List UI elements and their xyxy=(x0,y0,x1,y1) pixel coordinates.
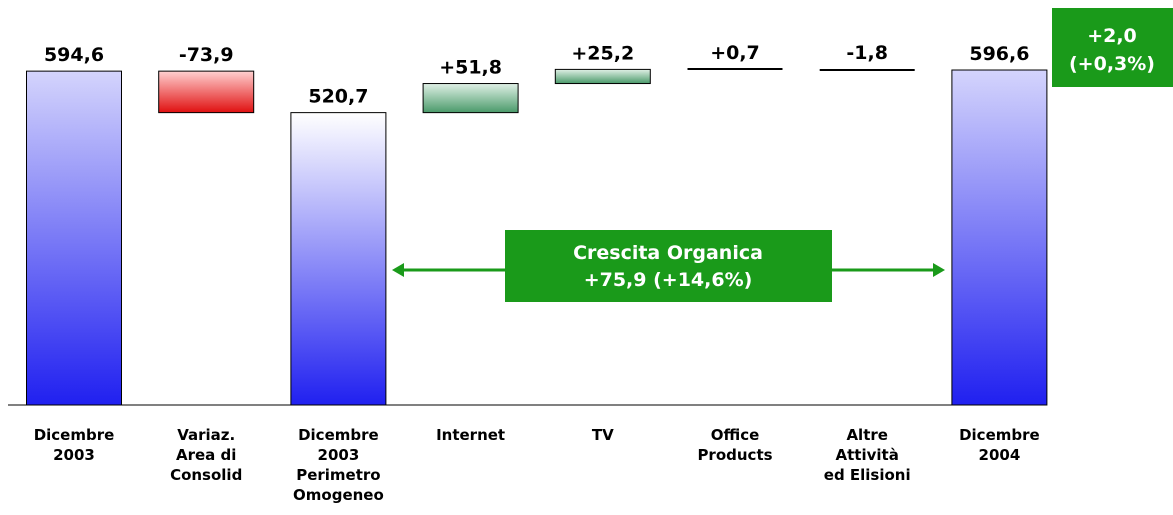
annotation-text: +75,9 (+14,6%) xyxy=(584,269,753,291)
category-line: Dicembre xyxy=(959,426,1040,444)
bar xyxy=(554,68,651,85)
bar xyxy=(422,83,519,114)
category-line: Perimetro xyxy=(296,466,380,484)
category-line: Variaz. xyxy=(177,426,235,444)
category-line: ed Elisioni xyxy=(824,466,911,484)
value-label: -1,8 xyxy=(846,42,888,64)
annotation-text: +2,0 xyxy=(1087,25,1137,47)
bar xyxy=(290,112,387,406)
category-label: Altre Attività ed Elisioni xyxy=(824,426,911,484)
category-label: Variaz. Area di Consolid xyxy=(170,426,242,484)
category-label: Dicembre 2003 Perimetro Omogeneo xyxy=(293,426,384,504)
category-label: Office Products xyxy=(697,426,772,464)
value-label: 520,7 xyxy=(308,86,368,108)
category-line: Products xyxy=(697,446,772,464)
category-line: Consolid xyxy=(170,466,242,484)
annotation-text: (+0,3%) xyxy=(1069,53,1155,75)
value-label: 594,6 xyxy=(44,44,104,66)
category-label: Internet xyxy=(436,426,505,444)
category-line: Dicembre xyxy=(298,426,379,444)
arrow-head xyxy=(933,263,945,277)
category-line: Office xyxy=(711,426,760,444)
value-label: +0,7 xyxy=(710,42,760,64)
category-line: 2004 xyxy=(979,446,1021,464)
value-label: 596,6 xyxy=(969,43,1029,65)
category-line: Altre xyxy=(846,426,888,444)
category-line: Attività xyxy=(836,446,899,464)
bar xyxy=(158,70,255,114)
category-line: Area di xyxy=(176,446,236,464)
category-line: TV xyxy=(592,426,614,444)
value-label: -73,9 xyxy=(179,44,234,66)
category-line: Omogeneo xyxy=(293,486,384,504)
category-label: Dicembre 2004 xyxy=(959,426,1040,464)
category-line: 2003 xyxy=(318,446,360,464)
category-line: Dicembre xyxy=(34,426,115,444)
arrow-head xyxy=(392,263,404,277)
value-label: +25,2 xyxy=(571,42,634,64)
value-label: +51,8 xyxy=(439,57,502,79)
annotation-text: Crescita Organica xyxy=(573,242,763,264)
annotation-box xyxy=(1052,8,1173,87)
category-line: Internet xyxy=(436,426,505,444)
category-label: Dicembre 2003 xyxy=(34,426,115,464)
annotation-box xyxy=(505,230,832,302)
bar xyxy=(26,70,122,406)
category-line: 2003 xyxy=(53,446,95,464)
category-label: TV xyxy=(592,426,614,444)
bar xyxy=(951,69,1048,406)
